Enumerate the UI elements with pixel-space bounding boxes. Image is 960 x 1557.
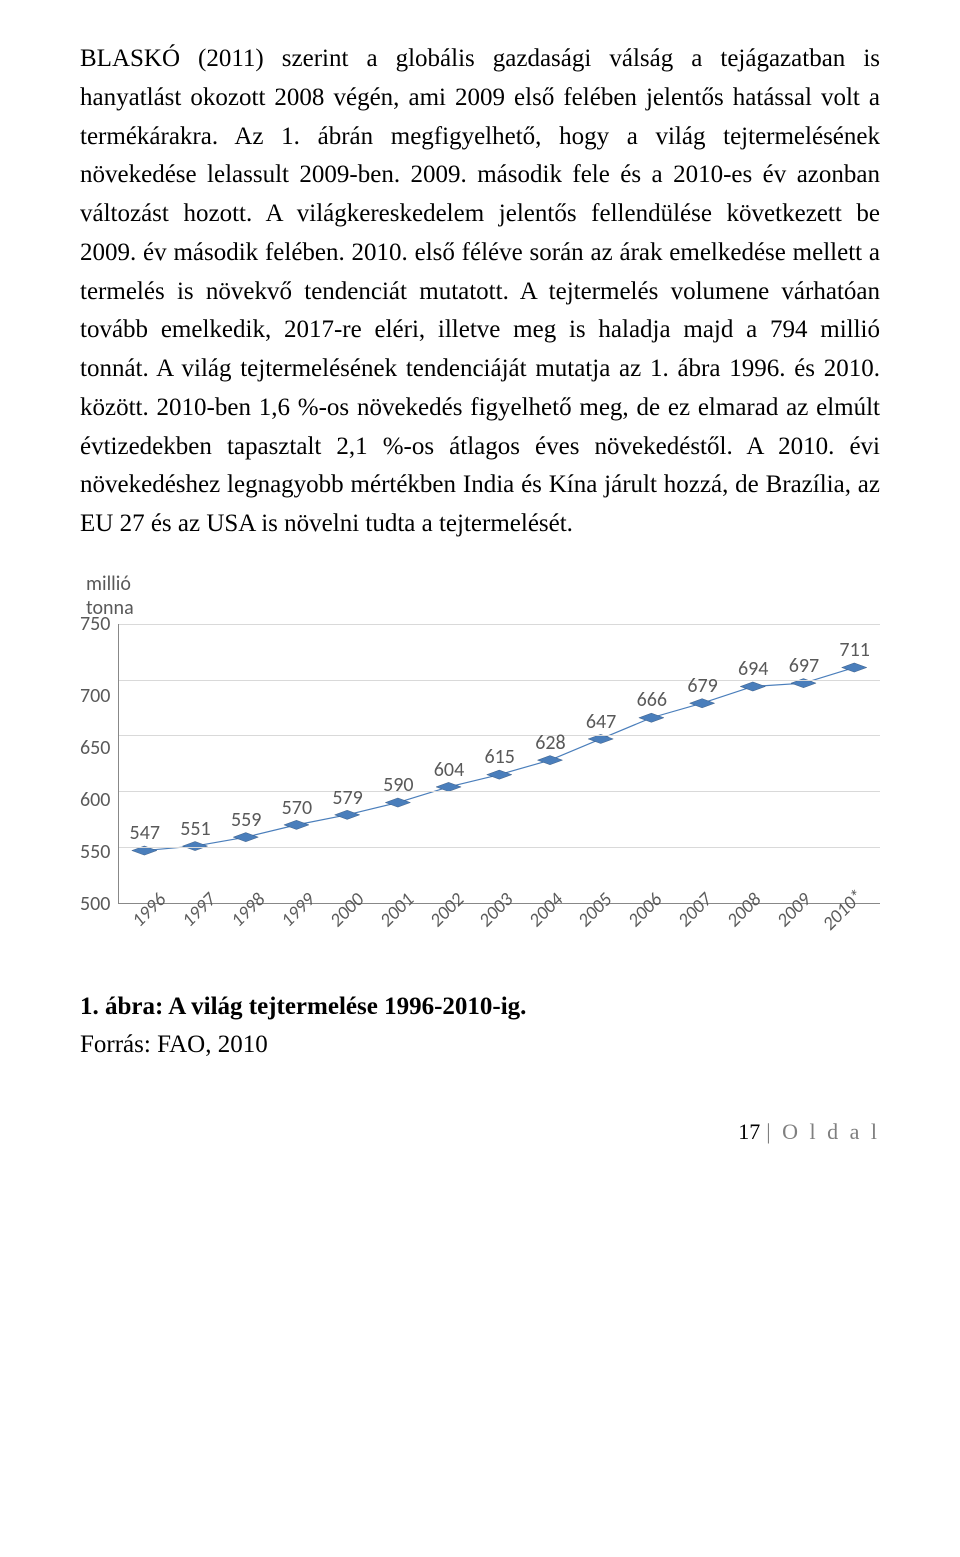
y-tick-label: 550	[80, 842, 110, 862]
data-label: 694	[738, 657, 768, 681]
data-label: 547	[130, 821, 160, 845]
data-label: 628	[535, 731, 565, 755]
page-number-label: O l d a l	[782, 1119, 880, 1144]
grid-line	[119, 735, 880, 736]
y-tick-label: 700	[80, 686, 110, 706]
data-label: 666	[637, 689, 667, 713]
chart-ylabel: millió tonna	[86, 572, 880, 620]
ylabel-line1: millió	[86, 572, 880, 596]
data-label: 647	[586, 710, 616, 734]
data-label: 559	[231, 808, 261, 832]
grid-line	[119, 791, 880, 792]
body-paragraph: BLASKÓ (2011) szerint a globális gazdasá…	[80, 40, 880, 544]
milk-production-chart: millió tonna 750 700 650 600 550 500 547 551 55…	[80, 572, 880, 935]
x-axis: 1996199719981999200020012002200320042005…	[136, 912, 880, 935]
page-number-value: 17	[738, 1119, 760, 1144]
y-tick-label: 650	[80, 738, 110, 758]
y-axis: 750700650600550500	[80, 624, 118, 904]
data-label: 590	[383, 773, 413, 797]
y-tick-label: 500	[80, 894, 110, 914]
chart-area: 750700650600550500 547551559570579590604…	[80, 624, 880, 904]
data-label: 679	[687, 674, 717, 698]
data-label: 697	[789, 654, 819, 678]
data-label: 711	[839, 638, 869, 662]
y-tick-label: 600	[80, 790, 110, 810]
page-number: 17| O l d a l	[80, 1119, 880, 1145]
data-label: 615	[484, 746, 514, 770]
y-tick-label: 750	[80, 614, 110, 634]
data-label: 551	[180, 817, 210, 841]
data-label: 570	[282, 796, 312, 820]
grid-line	[119, 624, 880, 625]
data-label: 604	[434, 758, 464, 782]
data-label: 579	[332, 786, 362, 810]
grid-line	[119, 847, 880, 848]
figure-source: Forrás: FAO, 2010	[80, 1031, 880, 1059]
ylabel-line2: tonna	[86, 596, 880, 620]
plot-area: 547 551 559 570 579 590 604 615 628 647 666 679 694 6…	[118, 624, 880, 904]
figure-caption: 1. ábra: A világ tejtermelése 1996-2010-…	[80, 993, 880, 1021]
